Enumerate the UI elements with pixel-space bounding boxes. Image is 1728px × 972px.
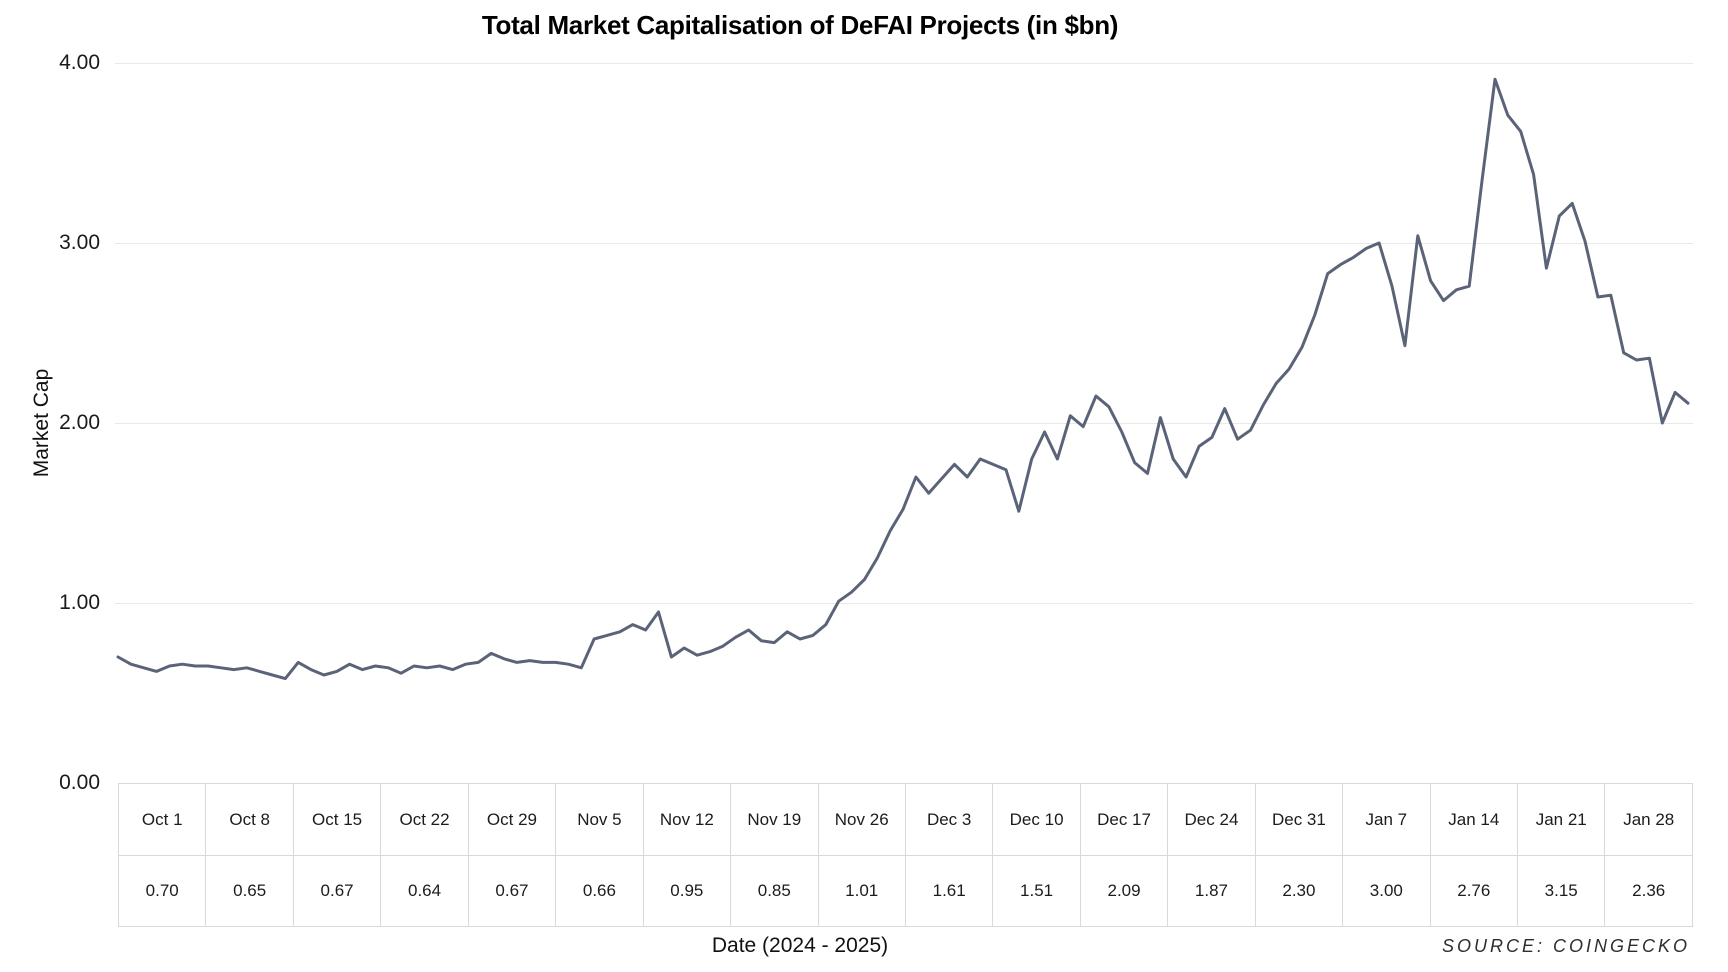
value-cell: 0.85 (730, 855, 819, 927)
value-cell: 3.15 (1516, 855, 1606, 927)
value-cell: 1.51 (992, 855, 1081, 927)
date-cell: Oct 22 (380, 783, 469, 856)
date-cell: Dec 17 (1079, 783, 1169, 856)
date-cell: Dec 10 (992, 783, 1081, 856)
date-cell: Oct 15 (292, 783, 382, 856)
value-cell: 0.95 (642, 855, 732, 927)
x-axis-title: Date (2024 - 2025) (711, 934, 889, 957)
date-cell: Oct 29 (467, 783, 557, 856)
date-cell: Nov 26 (817, 783, 906, 856)
value-cell: 0.70 (117, 855, 207, 927)
value-cell: 2.30 (1254, 855, 1344, 927)
value-cell: 0.66 (555, 855, 644, 927)
gridline (115, 603, 1693, 604)
value-cell: 1.87 (1167, 855, 1256, 927)
date-cell: Nov 12 (642, 783, 732, 856)
y-tick-label: 3.00 (59, 231, 100, 254)
date-cell: Nov 5 (555, 783, 644, 856)
date-cell: Oct 1 (117, 783, 207, 856)
y-tick-label: 0.00 (59, 771, 100, 794)
market-cap-line (116, 77, 1690, 681)
y-tick-label: 1.00 (59, 591, 100, 614)
gridline (115, 243, 1693, 244)
table-row-values: 0.70 0.65 0.67 0.64 0.67 0.66 0.95 0.85 1.01 1.61… (117, 855, 1693, 927)
source-label: SOURCE: COINGECKO (1441, 936, 1690, 956)
value-cell: 2.09 (1079, 855, 1169, 927)
value-cell: 1.01 (817, 855, 906, 927)
table-row-dates: Oct 1 Oct 8 Oct 15 Oct 22 Oct 29 Nov 5 Nov 12 N… (117, 783, 1693, 856)
gridline (115, 63, 1693, 64)
date-cell: Dec 31 (1254, 783, 1344, 856)
date-cell: Oct 8 (205, 783, 294, 856)
weekly-data-table: Oct 1 Oct 8 Oct 15 Oct 22 Oct 29 Nov 5 Nov 12 N… (117, 783, 1693, 927)
date-cell: Nov 19 (730, 783, 819, 856)
value-cell: 0.67 (467, 855, 557, 927)
y-tick-label: 2.00 (59, 411, 100, 434)
date-cell: Jan 21 (1516, 783, 1606, 856)
value-cell: 3.00 (1342, 855, 1431, 927)
y-tick-label: 4.00 (59, 51, 100, 74)
date-cell: Dec 3 (904, 783, 994, 856)
value-cell: 0.65 (205, 855, 294, 927)
date-cell: Jan 28 (1604, 783, 1693, 856)
chart-title: Total Market Capitalisation of DeFAI Pro… (481, 10, 1119, 40)
value-cell: 0.67 (292, 855, 382, 927)
gridline (115, 423, 1693, 424)
date-cell: Jan 7 (1342, 783, 1431, 856)
date-cell: Jan 14 (1429, 783, 1519, 856)
value-cell: 0.64 (380, 855, 469, 927)
value-cell: 1.61 (904, 855, 994, 927)
value-cell: 2.36 (1604, 855, 1693, 927)
date-cell: Dec 24 (1167, 783, 1256, 856)
value-cell: 2.76 (1429, 855, 1519, 927)
